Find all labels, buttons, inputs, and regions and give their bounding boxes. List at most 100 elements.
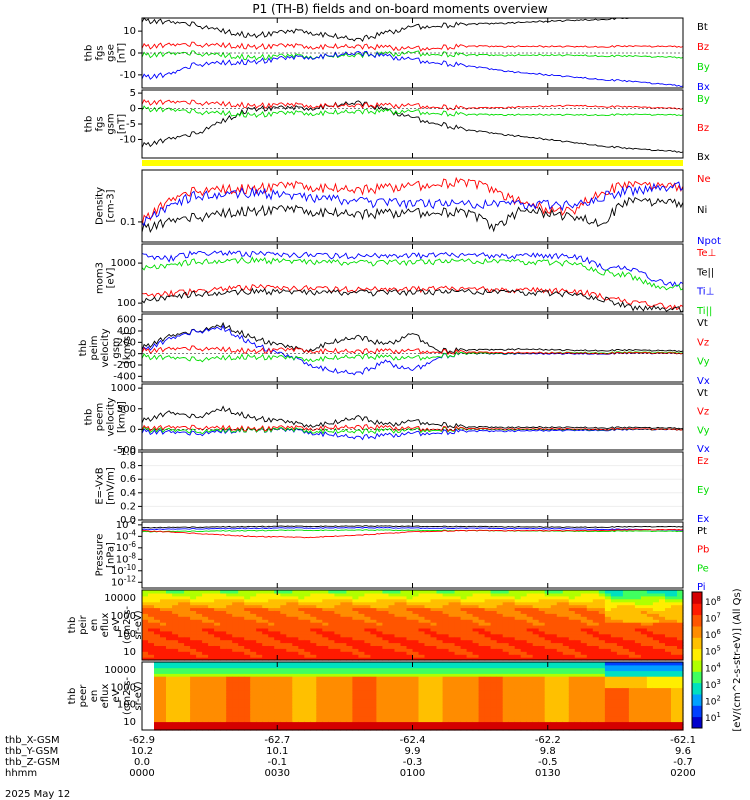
series-density-Ni: [141, 196, 684, 233]
ytick-label: 0: [130, 349, 136, 360]
ytick-label: 600: [117, 315, 136, 326]
legend-efield-0: Ez: [697, 456, 709, 467]
xaxis-tick-label: 9.8: [540, 746, 556, 757]
plot-title: P1 (TH-B) fields and on-board moments ov…: [252, 2, 548, 16]
legend-peim_velocity-1: Vz: [697, 337, 709, 348]
ylabel-pressure: [nPa]: [106, 542, 117, 568]
colorbar-tick: 102: [705, 694, 721, 707]
xaxis-tick-label: 0.0: [134, 757, 150, 768]
colorbar-tick: 101: [705, 711, 721, 724]
colorbar-tick: 105: [705, 645, 721, 658]
series-pressure-Pe: [141, 529, 684, 533]
ytick-label: 100: [117, 298, 136, 309]
colorbar-tick: 107: [705, 612, 721, 625]
xaxis-tick-label: 0030: [265, 768, 290, 779]
xaxis-tick-label: -62.9: [129, 735, 155, 746]
ylabel-fgs_gse: gse: [106, 44, 117, 62]
legend-fgs_gsm-0: By: [697, 94, 710, 105]
series-peim_velocity-Vx: [141, 324, 684, 376]
ylabel-peem_velocity: thb: [84, 409, 95, 426]
ytick-label: 0: [130, 48, 136, 59]
quality-bar: [142, 160, 683, 166]
ytick-label: 10-6: [116, 540, 136, 554]
ylabel-peir_eflux: (cm2-s-: [122, 606, 133, 644]
legend-peem_velocity-3: Vx: [697, 444, 710, 455]
legend-temperature-3: Ti||: [696, 306, 712, 317]
ylabel-temperature: mom3: [95, 262, 106, 294]
xaxis-tick-label: 10.2: [131, 746, 153, 757]
legend-fgs_gse-2: By: [697, 62, 710, 73]
xaxis-tick-label: -0.7: [673, 757, 693, 768]
ylabel-peer_eflux: eflux: [100, 684, 111, 709]
xaxis-tick-label: -0.3: [403, 757, 423, 768]
legend-peem_velocity-2: Vy: [697, 425, 710, 436]
xaxis-tick-label: 10.1: [266, 746, 288, 757]
ytick-label: 1000: [111, 682, 136, 693]
ytick-label: 1000: [111, 383, 136, 394]
ytick-label: 10-8: [116, 551, 136, 565]
ylabel-peir_eflux: peir: [78, 614, 89, 634]
ylabel-density: [cm-3]: [106, 189, 117, 222]
panel-frame: [141, 451, 684, 521]
ytick-label: 10000: [104, 593, 136, 604]
panel-fgs_gse: 10 0 -10 Bt Bz By Bx thb fgs gse [nT]: [84, 17, 710, 93]
legend-pressure-1: Pb: [697, 545, 709, 556]
ylabel-fgs_gsm: thb: [84, 116, 95, 133]
ylabel-peir_eflux: eV: [111, 618, 122, 631]
xaxis-tick-label: -62.7: [264, 735, 290, 746]
ytick-label: -10: [120, 70, 136, 81]
legend-fgs_gse-3: Bx: [697, 82, 710, 93]
legend-density-1: Ni: [697, 205, 707, 216]
panel-temperature: 1000 100 Te⊥ Te|| Ti⊥ Ti|| mom3 [eV]: [95, 243, 716, 317]
series-peim_velocity-Vz: [141, 345, 684, 356]
colorbar-tick: 106: [705, 628, 721, 641]
series-density-Npot: [141, 181, 684, 227]
series-fgs_gsm-Bz: [141, 98, 684, 111]
legend-temperature-1: Te||: [696, 267, 714, 278]
series-peem_velocity-Vx: [141, 426, 684, 441]
legend-pressure-2: Pe: [697, 563, 709, 574]
series-temperature-Ti||: [141, 256, 684, 291]
legend-efield-1: Ey: [697, 485, 709, 496]
ytick-label: 5: [130, 88, 136, 99]
xaxis-tick-label: 0130: [535, 768, 560, 779]
ylabel-fgs_gse: [nT]: [117, 43, 128, 63]
ylabel-fgs_gsm: [nT]: [117, 114, 128, 134]
legend-peem_velocity-1: Vz: [697, 407, 709, 418]
ytick-label: 1.0: [120, 447, 136, 458]
ylabel-temperature: [eV]: [106, 268, 117, 289]
ytick-label: 10-4: [116, 528, 136, 542]
series-peim_velocity-Vy: [141, 351, 684, 363]
ylabel-peir_eflux: sr-eV): [133, 610, 144, 639]
ylabel-peim_velocity: peim: [89, 335, 100, 360]
ylabel-efield: [mV/m]: [106, 467, 117, 505]
panel-efield: 1.0 0.8 0.6 0.4 0.2 0.0 Ez Ey Ex E=-VxB [mV/m]: [95, 447, 710, 526]
series-peem_velocity-Vt: [141, 405, 684, 430]
series-peim_velocity-Vt: [141, 321, 684, 354]
legend-peim_velocity-2: Vy: [697, 357, 710, 368]
ylabel-peem_velocity: velocity: [106, 397, 117, 436]
ytick-label: -5: [126, 119, 136, 130]
ylabel-density: Density: [95, 187, 106, 225]
series-fgs_gsm-By: [141, 105, 684, 118]
xaxis-row-label: hhmm: [5, 768, 37, 779]
ylabel-peim_velocity: velocity: [100, 328, 111, 367]
legend-fgs_gsm-2: Bx: [697, 152, 710, 163]
legend-temperature-0: Te⊥: [696, 248, 716, 259]
ylabel-peer_eflux: peer: [78, 684, 89, 708]
series-temperature-Te||: [141, 287, 684, 313]
ytick-label: 1000: [111, 611, 136, 622]
date-label: 2025 May 12: [5, 789, 70, 800]
ylabel-peem_velocity: peem: [95, 403, 106, 431]
ylabel-peim_velocity: thb: [78, 340, 89, 357]
legend-peim_velocity-0: Vt: [697, 318, 708, 329]
ytick-label: 100: [117, 629, 136, 640]
ytick-label: 10-12: [111, 574, 136, 588]
legend-pressure-0: Pt: [697, 526, 707, 537]
series-pressure-Pb: [141, 528, 684, 539]
xaxis-row-label: thb_Y-GSM: [5, 746, 58, 757]
ytick-label: 0.6: [120, 474, 136, 485]
